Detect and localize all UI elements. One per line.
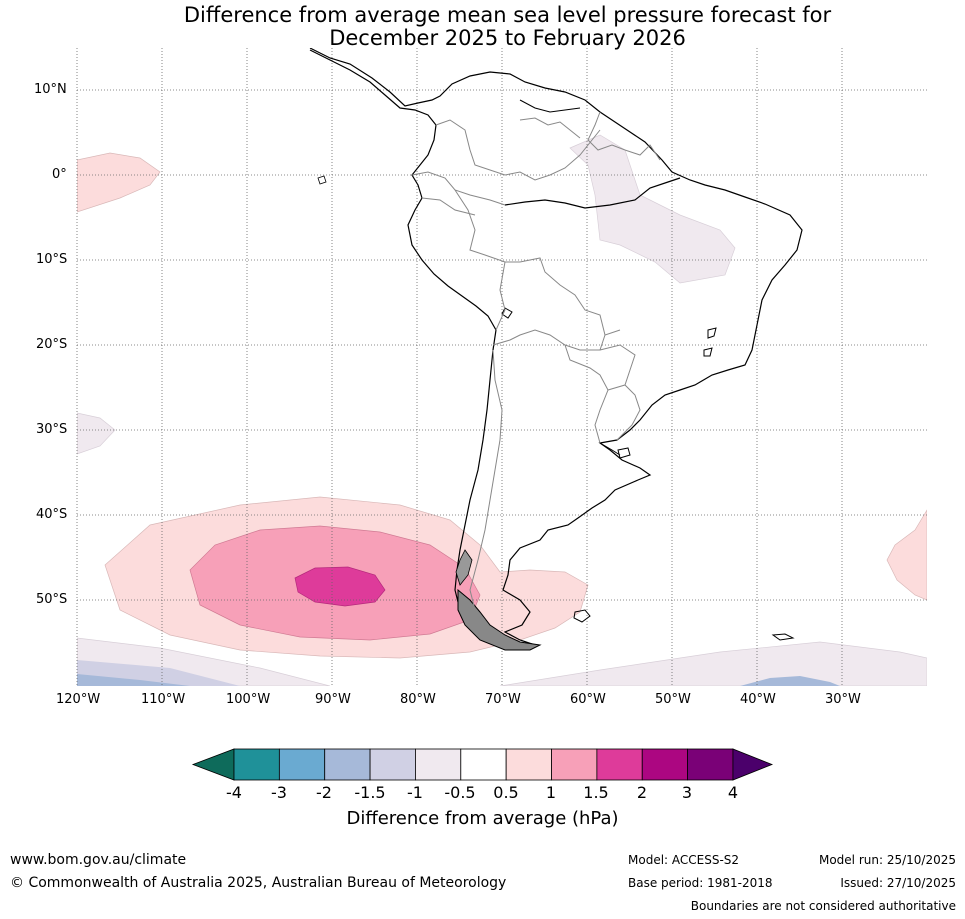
title-line-1: Difference from average mean sea level p… <box>183 3 832 27</box>
lat-label-10s: 10°S <box>36 252 68 267</box>
positive-anomaly-east <box>886 509 927 601</box>
colorbar-bin-8 <box>551 748 598 781</box>
base-period: Base period: 1981-2018 <box>628 876 773 890</box>
lon-label-110w: 110°W <box>141 692 186 707</box>
south-america-coastline <box>309 48 803 647</box>
boundaries-disclaimer: Boundaries are not considered authoritat… <box>690 899 956 913</box>
lon-label-120w: 120°W <box>56 692 101 707</box>
south-georgia <box>771 633 795 641</box>
cb-tick-neg3: -3 <box>271 783 287 802</box>
colorbar-bin-5 <box>415 748 462 781</box>
cb-tick-neg0-5: -0.5 <box>444 783 476 802</box>
cb-tick-neg2: -2 <box>316 783 332 802</box>
colorbar-bin-9 <box>596 748 643 781</box>
negative-anomaly-west <box>77 412 116 455</box>
lon-label-90w: 90°W <box>315 692 351 707</box>
tierra-del-fuego <box>457 588 542 651</box>
positive-anomaly-south-core <box>294 566 386 607</box>
negative-anomaly-ne-brazil <box>569 134 736 284</box>
colorbar-bin-10 <box>641 748 688 781</box>
colorbar-bin-11 <box>687 748 734 781</box>
coastlines <box>309 48 803 651</box>
lon-label-30w: 30°W <box>825 692 861 707</box>
colorbar-bin-6 <box>460 748 507 781</box>
website-link[interactable]: www.bom.gov.au/climate <box>10 852 187 868</box>
colorbar-bin-4 <box>369 748 416 781</box>
cb-tick-2: 2 <box>636 783 648 802</box>
colorbar <box>191 748 774 781</box>
lat-label-40s: 40°S <box>36 507 68 522</box>
falkland-islands <box>573 609 591 623</box>
cb-tick-1: 1 <box>545 783 557 802</box>
lat-label-20s: 20°S <box>36 337 68 352</box>
map-title: Difference from average mean sea level p… <box>0 4 965 50</box>
copyright-text: © Commonwealth of Australia 2025, Austra… <box>10 875 507 891</box>
cb-tick-neg1: -1 <box>407 783 423 802</box>
cb-tick-neg4: -4 <box>226 783 242 802</box>
negative-anomaly-south-3 <box>77 674 190 686</box>
colorbar-bin-1 <box>233 748 280 781</box>
model-run-date: Model run: 25/10/2025 <box>818 853 956 867</box>
colorbar-bin-2 <box>278 748 326 781</box>
cb-tick-3: 3 <box>681 783 693 802</box>
model-name: Model: ACCESS-S2 <box>628 853 740 867</box>
lat-label-50s: 50°S <box>36 592 68 607</box>
lon-label-80w: 80°W <box>400 692 436 707</box>
galapagos <box>317 175 327 185</box>
reservoir-1 <box>707 327 717 339</box>
lake-titicaca <box>501 307 513 319</box>
negative-anomaly-southeast <box>499 641 927 686</box>
lon-label-60w: 60°W <box>570 692 606 707</box>
title-line-2: December 2025 to February 2026 <box>329 26 686 50</box>
amazon-river <box>504 177 681 209</box>
issued-date: Issued: 27/10/2025 <box>840 876 956 890</box>
lagoa-dos-patos <box>617 447 631 459</box>
lat-label-30s: 30°S <box>36 422 68 437</box>
cb-tick-neg1-5: -1.5 <box>354 783 386 802</box>
chile-fjords <box>455 549 473 586</box>
colorbar-title: Difference from average (hPa) <box>346 808 619 829</box>
cb-tick-0-5: 0.5 <box>493 783 519 802</box>
colorbar-bin-7 <box>505 748 552 781</box>
positive-anomaly-equatorial <box>77 152 161 213</box>
lon-label-50w: 50°W <box>655 692 691 707</box>
lon-label-100w: 100°W <box>226 692 271 707</box>
rio-de-la-plata <box>599 442 621 456</box>
national-borders <box>411 111 661 621</box>
lat-label-0: 0° <box>52 167 67 182</box>
lat-label-10n: 10°N <box>34 82 67 97</box>
cb-tick-1-5: 1.5 <box>583 783 609 802</box>
lon-label-40w: 40°W <box>740 692 776 707</box>
negative-anomaly-southeast-2 <box>740 676 840 686</box>
colorbar-bin-3 <box>324 748 371 781</box>
colorbar-extend-high <box>732 748 774 781</box>
lon-label-70w: 70°W <box>485 692 521 707</box>
cb-tick-4: 4 <box>727 783 739 802</box>
reservoir-2 <box>703 347 713 357</box>
colorbar-extend-low <box>191 748 235 781</box>
orinoco-river <box>519 99 581 113</box>
